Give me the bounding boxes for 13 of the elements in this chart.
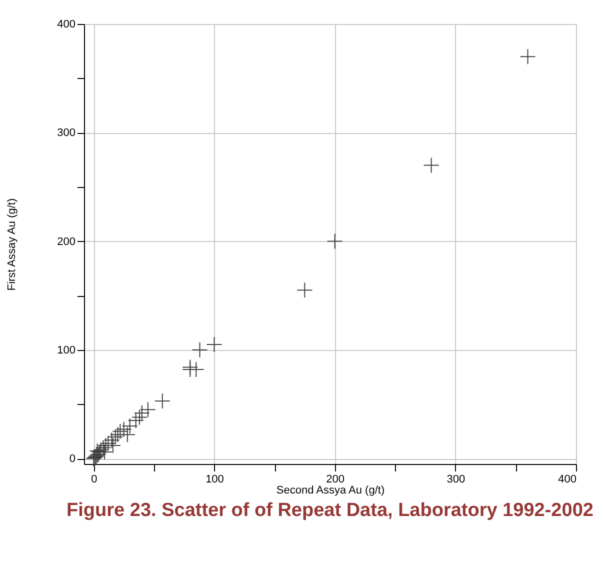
x-tick-label: 400 <box>558 474 576 486</box>
text: Figure 23. Scatter of of Repeat Data, Laboratory 1992-2002 <box>66 500 594 521</box>
y-tick-label: 400 <box>57 18 76 30</box>
y-tick-label: 300 <box>57 127 76 140</box>
y-tick-label: 200 <box>57 236 76 248</box>
x-tick-label: 200 <box>326 474 345 486</box>
x-axis-title: Second Assya Au (g/t) <box>276 484 385 496</box>
y-tick-label: 0 <box>69 453 76 466</box>
x-tick-label: 0 <box>91 474 98 486</box>
y-axis-title: First Assay Au (g/t) <box>6 198 18 291</box>
x-tick-label: 300 <box>446 474 466 486</box>
y-tick-label: 100 <box>57 344 76 356</box>
x-tick-label: 100 <box>206 474 224 486</box>
